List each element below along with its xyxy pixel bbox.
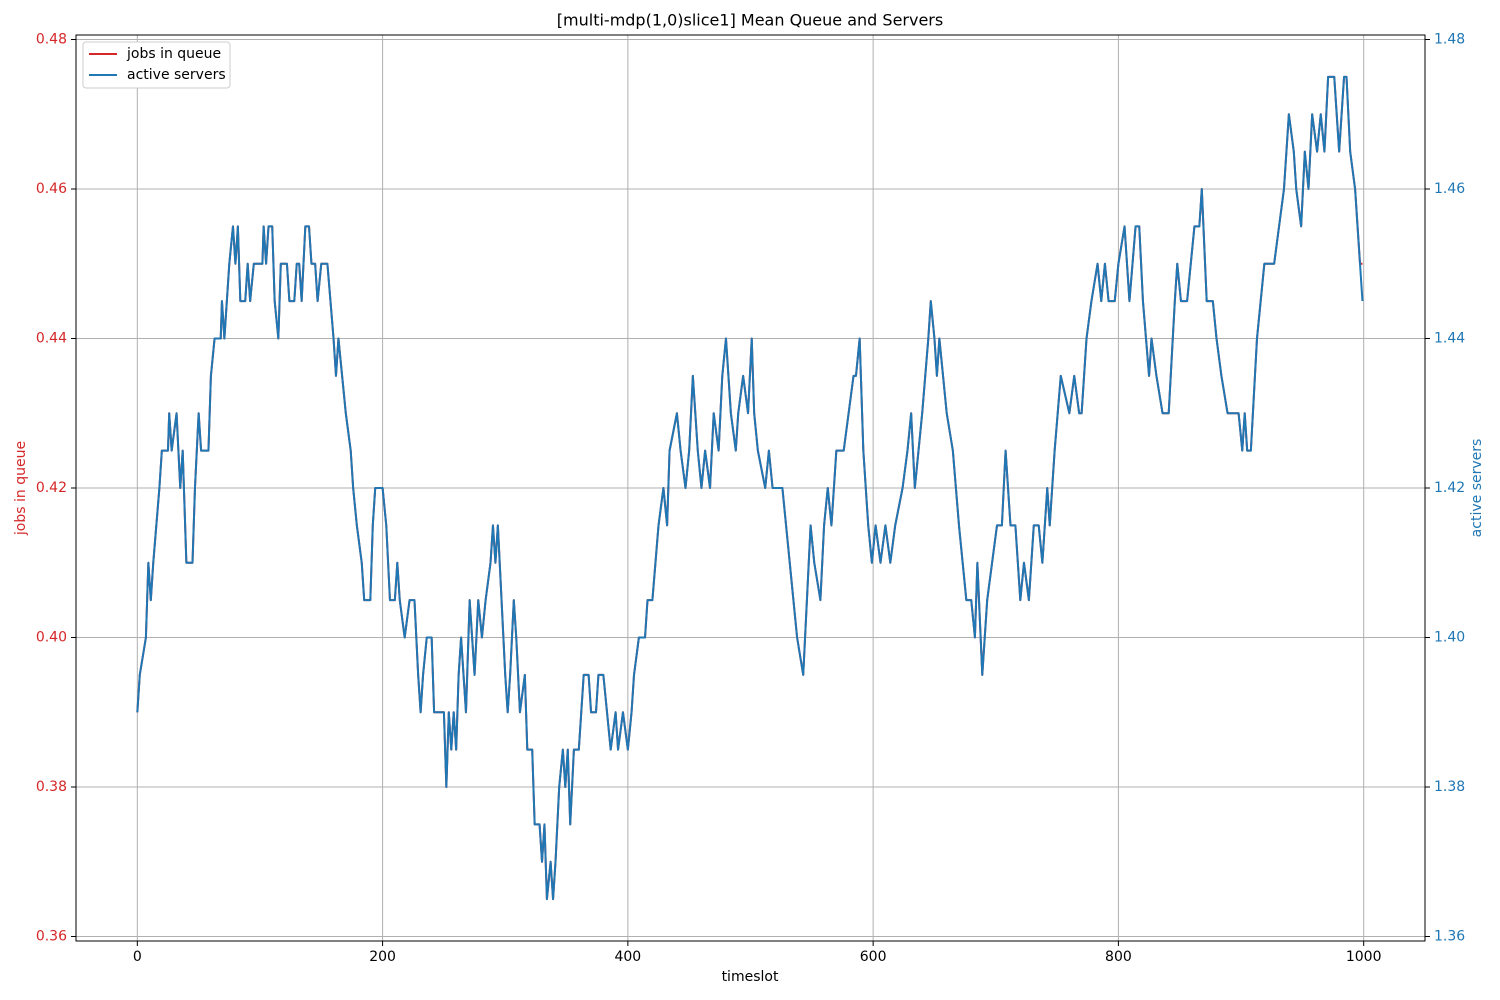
legend-label: active servers (127, 67, 226, 83)
y-tick-label: 0.46 (36, 181, 67, 197)
y-tick-label: 0.40 (36, 630, 67, 646)
y2-axis-label: active servers (1469, 439, 1485, 538)
x-tick-label: 1000 (1346, 949, 1382, 965)
legend-label: jobs in queue (126, 46, 221, 62)
plot-frame (75, 34, 1426, 942)
x-axis-label: timeslot (722, 969, 779, 985)
x-tick-label: 800 (1105, 949, 1132, 965)
legend-box (82, 41, 231, 89)
y-tick-label: 0.42 (36, 480, 67, 496)
y2-tick-label: 1.48 (1434, 31, 1465, 47)
y2-tick-label: 1.44 (1434, 330, 1465, 346)
y2-tick-label: 1.40 (1434, 630, 1465, 646)
y-tick-label: 0.38 (36, 779, 67, 795)
y-tick-label: 0.36 (36, 929, 67, 945)
x-tick-label: 0 (133, 949, 142, 965)
y-axis-label: jobs in queue (13, 441, 29, 536)
y-tick-label: 0.44 (36, 330, 67, 346)
data-line (136, 75, 1364, 901)
y2-tick-label: 1.38 (1434, 779, 1465, 795)
x-tick-label: 200 (369, 949, 396, 965)
y2-tick-label: 1.42 (1434, 480, 1465, 496)
x-tick-label: 600 (860, 949, 887, 965)
y-tick-label: 0.48 (36, 31, 67, 47)
y2-tick-label: 1.36 (1434, 929, 1465, 945)
y2-tick-label: 1.46 (1434, 181, 1465, 197)
chart-title: [multi-mdp(1,0)slice1] Mean Queue and Se… (557, 11, 943, 30)
x-tick-label: 400 (614, 949, 641, 965)
